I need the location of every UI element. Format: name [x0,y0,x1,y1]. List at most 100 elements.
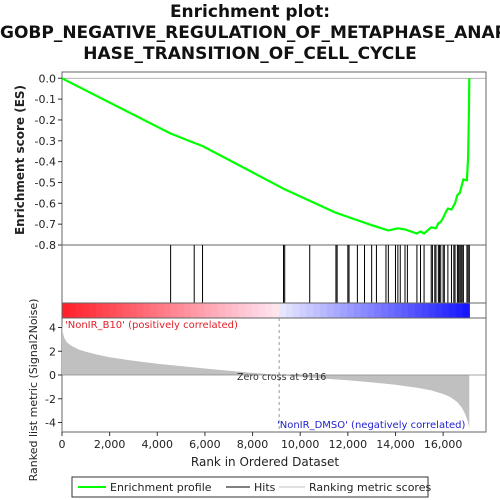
positive-correlation-label: 'NonIR_B10' (positively correlated) [65,320,238,331]
es-y-tick-label: -0.3 [35,135,56,148]
rank-color-band [197,303,206,318]
zero-cross-label: Zero cross at 9116 [237,372,326,383]
rank-color-band [231,303,240,318]
rank-color-band [401,303,409,318]
metric-y-tick-label: 2 [49,345,56,358]
rank-color-band [238,303,246,318]
metric-y-tick-label: 0 [49,369,56,382]
x-tick-label: 14,000 [376,438,415,451]
rank-color-band [252,303,260,318]
x-tick-label: 16,000 [424,438,463,451]
enrichment-profile-line [61,77,471,235]
hits-frame [61,244,487,304]
x-tick-label: 6,000 [189,438,221,451]
rank-color-band [313,303,321,318]
rank-color-band [442,303,450,318]
rank-color-band [421,303,430,318]
rank-color-band [428,303,436,318]
rank-color-band [245,303,253,318]
es-y-tick-label: -0.4 [35,156,56,169]
metric-panel: 4 2 0 -2 -4 [45,317,487,433]
x-tick-label: 0 [59,438,66,451]
x-axis-label: Rank in Ordered Dataset [191,455,339,469]
rank-color-band [360,303,369,318]
metric-y-tick-label: 4 [49,322,56,335]
rank-color-band [258,303,267,318]
rank-color-band [286,303,294,318]
rank-color-band [129,303,138,318]
metric-y-tick-label: -4 [45,417,56,430]
x-tick-label: 2,000 [94,438,126,451]
negative-correlation-label: 'NonIR_DMSO' (negatively correlated) [277,420,465,431]
chart-title-line-3: HASE_TRANSITION_OF_CELL_CYCLE [83,44,417,64]
rank-color-band [109,303,117,318]
rank-color-band [150,303,158,318]
rank-color-band [387,303,396,318]
rank-color-band [184,303,192,318]
rank-color-band [224,303,233,318]
rank-color-band [319,303,328,318]
rank-color-band [340,303,348,318]
rank-color-band [347,303,355,318]
rank-color-band [102,303,111,318]
rank-color-band [157,303,165,318]
legend-hits-label: Hits [254,481,276,494]
x-tick-label: 10,000 [281,438,320,451]
rank-color-band [448,303,457,318]
es-y-tick-label: -0.1 [35,93,56,106]
rank-color-band [292,303,301,318]
legend: Enrichment profile Hits Ranking metric s… [71,476,431,498]
rank-color-band [177,303,185,318]
rank-color-band [408,303,416,318]
es-y-tick-label: -0.2 [35,114,56,127]
rank-color-band [381,303,389,318]
legend-metric-label: Ranking metric scores [309,481,431,494]
rank-color-band [265,303,274,318]
rank-color-band [123,303,131,318]
rank-color-band [374,303,382,318]
x-tick-label: 8,000 [237,438,269,451]
rank-color-band [95,303,104,318]
rank-color-band [455,303,464,318]
rank-color-band [353,303,362,318]
rank-color-band [326,303,335,318]
rank-color-band [82,303,90,318]
metric-y-axis-label: Ranked list metric (Signal2Noise) [27,299,40,482]
rank-color-band [279,303,287,318]
es-y-tick-label: -0.6 [35,197,56,210]
hits-panel [61,244,487,304]
es-y-tick-label: -0.8 [35,239,56,252]
rank-color-band [143,303,151,318]
rank-color-band [170,303,179,318]
rank-color-band [299,303,307,318]
es-y-tick-label: -0.7 [35,218,56,231]
rank-color-band [306,303,314,318]
chart-title-line-2: GOBP_NEGATIVE_REGULATION_OF_METAPHASE_AN… [0,23,500,43]
chart-title-line-1: Enrichment plot: [169,2,331,22]
x-tick-label: 12,000 [329,438,368,451]
es-y-tick-label: -0.5 [35,176,56,189]
rank-color-band [89,303,97,318]
rank-color-band [367,303,375,318]
rank-color-band [333,303,341,318]
metric-y-tick-label: -2 [45,393,56,406]
es-panel: 0.0 -0.1 -0.2 -0.3 -0.4 -0.5 -0.6 -0.7 -0.8 [35,71,487,252]
es-y-tick-label: 0.0 [39,72,57,85]
rank-color-band [116,303,124,318]
rank-color-band [68,303,77,318]
rank-color-band [462,303,470,318]
rank-color-band [204,303,212,318]
rank-color-band [163,303,172,318]
rank-color-band [415,303,423,318]
rank-color-bar [61,302,487,319]
es-y-axis-label: Enrichment score (ES) [13,85,27,235]
rank-color-band [394,303,403,318]
rank-color-band [62,303,70,318]
es-plot-frame [61,71,487,246]
rank-color-band [136,303,145,318]
legend-enrichment-label: Enrichment profile [110,481,212,494]
rank-color-band [75,303,83,318]
rank-color-band [190,303,199,318]
ranking-metric-area [62,323,470,429]
